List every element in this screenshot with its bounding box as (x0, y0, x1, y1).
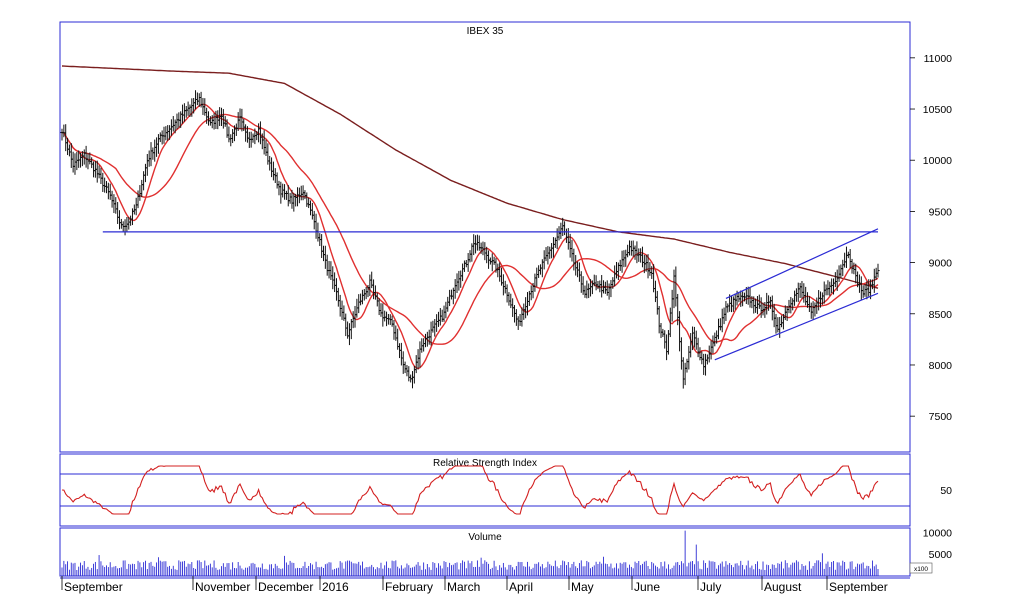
month-label: November (195, 580, 250, 594)
volume-unit-label: x100 (914, 566, 928, 573)
price-tick-label: 7500 (929, 411, 953, 423)
rsi-level-lines (60, 473, 910, 507)
volume-tick-label: 10000 (923, 527, 952, 539)
rsi-title: Relative Strength Index (433, 458, 537, 469)
price-chart-title: IBEX 35 (467, 26, 504, 37)
price-tick-label: 10500 (923, 104, 952, 116)
medium-ma-line (61, 113, 879, 345)
price-tick-label: 10000 (923, 155, 952, 167)
month-label: 2016 (322, 580, 349, 594)
long-moving-average (61, 65, 879, 289)
rsi-tick-label: 50 (940, 485, 952, 497)
month-label: July (700, 580, 721, 594)
trend-lines (102, 228, 879, 361)
month-label: February (385, 580, 433, 594)
price-axis-ticks: 7500 8000 8500 9000 9500 10000 10500 11000 (910, 53, 952, 423)
month-label: May (571, 580, 594, 594)
price-tick-label: 8000 (929, 360, 953, 372)
rsi-line (61, 465, 879, 515)
short-ma-line (61, 103, 879, 370)
volume-unit-box (909, 562, 933, 574)
channel-lower-line (714, 292, 879, 361)
price-tick-label: 9500 (929, 206, 953, 218)
month-labels: September November December 2016 February Mar… (61, 576, 888, 594)
short-moving-average (61, 103, 879, 370)
volume-bars (61, 530, 879, 576)
rsi-panel: Relative Strength Index 50 (59, 453, 952, 527)
price-tick-label: 9000 (929, 258, 953, 270)
time-axis: September November December 2016 February Mar… (60, 576, 910, 594)
month-label: June (634, 580, 660, 594)
rsi-panel-frame (59, 453, 911, 527)
month-label: December (258, 580, 313, 594)
month-label: August (764, 580, 802, 594)
month-label: September (64, 580, 123, 594)
price-panel-frame (59, 21, 911, 453)
volume-axis-ticks: 5000 10000 (923, 527, 952, 561)
long-ma-line (61, 65, 879, 289)
month-label: March (447, 580, 480, 594)
rsi-path (61, 465, 879, 515)
rsi-axis-ticks: 50 (940, 485, 952, 497)
volume-title: Volume (468, 532, 502, 543)
channel-upper-line (725, 228, 879, 299)
volume-tick-label: 5000 (929, 549, 953, 561)
price-tick-label: 8500 (929, 309, 953, 321)
price-panel: IBEX 35 7500 8000 8500 9000 9500 10000 10500 11… (59, 21, 952, 453)
price-bars (60, 90, 880, 389)
medium-moving-average (61, 113, 879, 345)
volume-panel: Volume 5000 10000 x100 (59, 527, 952, 577)
price-tick-label: 11000 (924, 53, 953, 65)
month-label: April (509, 580, 533, 594)
month-label: September (829, 580, 888, 594)
